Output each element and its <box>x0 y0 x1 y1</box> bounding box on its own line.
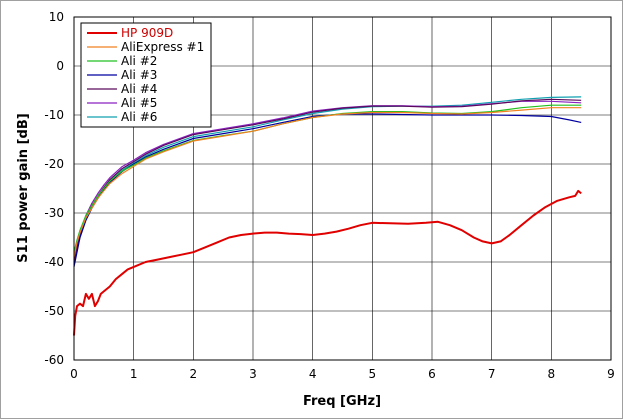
legend-label: Ali #3 <box>121 68 157 82</box>
y-tick-label: -50 <box>44 304 64 318</box>
y-tick-label: -10 <box>44 108 64 122</box>
x-tick-label: 6 <box>428 367 436 381</box>
x-tick-label: 7 <box>488 367 496 381</box>
y-tick-label: -40 <box>44 255 64 269</box>
y-tick-label: -20 <box>44 157 64 171</box>
legend-label: Ali #5 <box>121 96 157 110</box>
series-layer <box>73 96 582 336</box>
x-tick-label: 8 <box>548 367 556 381</box>
x-tick-label: 3 <box>249 367 257 381</box>
plot-border <box>73 16 612 361</box>
legend-label: Ali #4 <box>121 82 157 96</box>
y-tick-label: 10 <box>49 10 64 24</box>
x-tick-label: 1 <box>130 367 138 381</box>
x-tick-label: 9 <box>607 367 615 381</box>
x-tick-label: 5 <box>369 367 377 381</box>
x-tick-label: 4 <box>309 367 317 381</box>
series-line <box>73 107 582 258</box>
y-tick-label: -60 <box>44 353 64 367</box>
x-axis-label: Freq [GHz] <box>303 394 381 409</box>
legend-label: HP 909D <box>121 26 173 40</box>
y-tick-label: 0 <box>56 59 64 73</box>
y-axis-label: S11 power gain [dB] <box>16 113 31 262</box>
series-line <box>73 189 582 336</box>
x-tick-label: 2 <box>190 367 198 381</box>
legend-label: Ali #6 <box>121 110 157 124</box>
x-tick-label: 0 <box>70 367 78 381</box>
ticks: 0 1 2 3 4 5 6 7 8 9 10 0 -10 -20 -30 -40 -50 -60 <box>44 10 614 381</box>
y-tick-label: -30 <box>44 206 64 220</box>
legend-label: AliExpress #1 <box>121 40 204 54</box>
legend-label: Ali #2 <box>121 54 157 68</box>
